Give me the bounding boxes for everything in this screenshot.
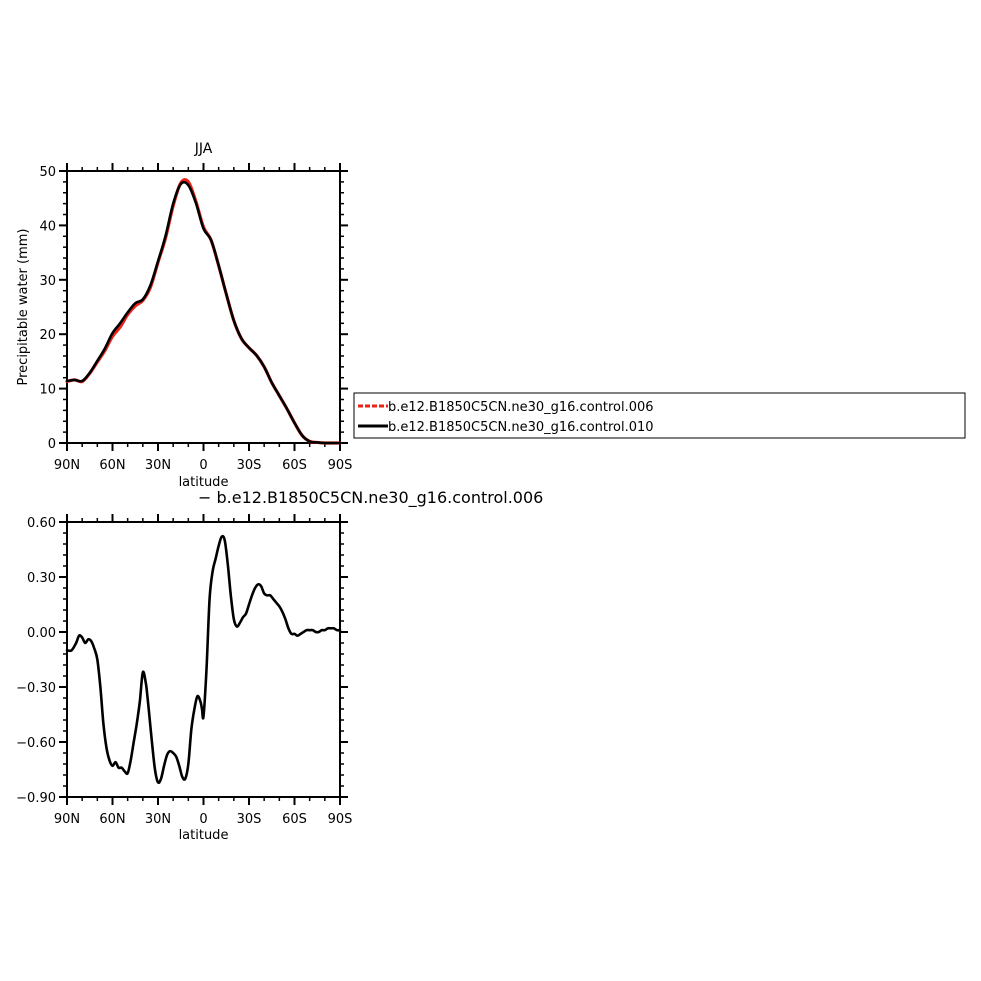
top-x-tick-label: 60S bbox=[282, 458, 307, 473]
bottom-chart-title: − b.e12.B1850C5CN.ne30_g16.control.006 bbox=[198, 488, 543, 508]
bottom-y-tick-label: 0.60 bbox=[27, 516, 56, 531]
bottom-x-tick-label: 60S bbox=[282, 812, 307, 827]
top-x-tick-label: 30N bbox=[145, 458, 171, 473]
legend: b.e12.B1850C5CN.ne30_g16.control.006 b.e… bbox=[353, 392, 966, 439]
top-x-tick-label: 90N bbox=[54, 458, 80, 473]
top-x-tick-label: 0 bbox=[199, 458, 207, 473]
bottom-ticks bbox=[59, 514, 348, 805]
bottom-x-axis-label: latitude bbox=[179, 828, 229, 843]
bottom-x-tick-label: 30N bbox=[145, 812, 171, 827]
top-series-line-1 bbox=[65, 180, 342, 445]
top-x-tick-label: 90S bbox=[328, 458, 353, 473]
top-x-tick-label: 30S bbox=[237, 458, 262, 473]
top-x-tick-labels: 90N 60N 30N 0 30S 60S 90S bbox=[54, 458, 353, 473]
top-y-tick-label: 0 bbox=[48, 437, 56, 452]
top-y-tick-labels: 0 10 20 30 40 50 bbox=[39, 165, 56, 452]
legend-label-series-006: b.e12.B1850C5CN.ne30_g16.control.006 bbox=[388, 400, 654, 415]
bottom-series bbox=[65, 534, 342, 785]
top-plot-frame bbox=[66, 170, 341, 444]
top-chart-title: JJA bbox=[194, 141, 213, 157]
top-x-tick-label: 60N bbox=[99, 458, 125, 473]
bottom-x-tick-label: 90N bbox=[54, 812, 80, 827]
bottom-x-tick-labels: 90N 60N 30N 0 30S 60S 90S bbox=[54, 812, 353, 827]
bottom-x-tick-label: 30S bbox=[237, 812, 262, 827]
top-ticks bbox=[59, 163, 348, 451]
bottom-x-tick-label: 90S bbox=[328, 812, 353, 827]
top-y-axis-label: Precipitable water (mm) bbox=[16, 229, 31, 386]
bottom-y-tick-label: 0.00 bbox=[27, 626, 56, 641]
top-y-tick-label: 20 bbox=[39, 328, 56, 343]
top-series-line-0 bbox=[65, 178, 342, 445]
top-panel: JJA 0 10 20 30 40 50 90N 60N 30N 0 30S 60S 90S Prec… bbox=[16, 141, 352, 490]
bottom-panel: − b.e12.B1850C5CN.ne30_g16.control.006 0… bbox=[16, 488, 543, 843]
top-y-tick-label: 30 bbox=[39, 274, 56, 289]
bottom-y-tick-labels: 0.60 0.30 0.00 −0.30 −0.60 −0.90 bbox=[16, 516, 56, 806]
top-y-tick-label: 10 bbox=[39, 383, 56, 398]
top-y-tick-label: 40 bbox=[39, 219, 56, 234]
top-y-tick-label: 50 bbox=[39, 165, 56, 180]
bottom-x-tick-label: 60N bbox=[99, 812, 125, 827]
legend-label-series-010: b.e12.B1850C5CN.ne30_g16.control.010 bbox=[388, 420, 654, 435]
top-x-axis-label: latitude bbox=[179, 475, 229, 490]
bottom-y-tick-label: −0.60 bbox=[16, 736, 56, 751]
bottom-y-tick-label: −0.30 bbox=[16, 681, 56, 696]
bottom-y-tick-label: −0.90 bbox=[16, 791, 56, 806]
bottom-y-tick-label: 0.30 bbox=[27, 571, 56, 586]
legend-box bbox=[353, 392, 966, 439]
top-series bbox=[65, 178, 342, 445]
bottom-x-tick-label: 0 bbox=[199, 812, 207, 827]
bottom-series-line-0 bbox=[65, 534, 342, 785]
